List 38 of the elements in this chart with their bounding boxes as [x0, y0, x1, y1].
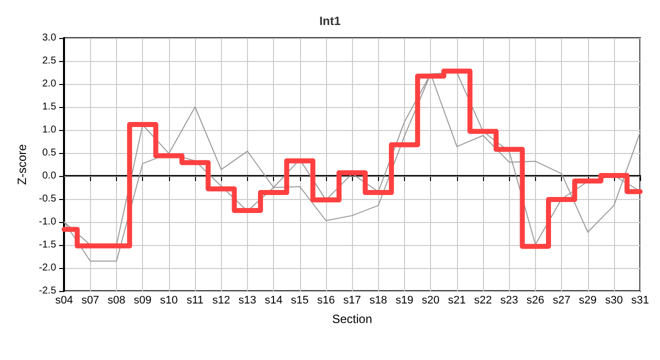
y-tick-label: -0.5	[38, 194, 57, 204]
x-tick-label: s07	[81, 294, 100, 306]
x-tick-label: s17	[343, 294, 362, 306]
y-tick-label: 0.5	[42, 148, 57, 158]
chart-title: Int1	[319, 14, 341, 28]
y-tick-label: 2.0	[42, 78, 57, 90]
x-tick-label: s15	[290, 294, 309, 306]
x-tick-label: s13	[238, 294, 256, 306]
y-tick-label: 1.5	[42, 102, 57, 112]
x-tick-label: s12	[212, 294, 230, 306]
y-tick-label: -1.0	[38, 216, 57, 228]
x-tick-label: s16	[317, 294, 335, 306]
x-tick-label: s21	[448, 294, 466, 306]
x-tick-label: s30	[605, 294, 623, 306]
y-tick-label: -2.0	[38, 262, 57, 274]
y-axis-title: Z-score	[15, 144, 29, 185]
x-tick-label: s08	[108, 294, 126, 306]
y-tick-label: 3.0	[42, 32, 57, 44]
y-tick-label: 0.0	[42, 170, 57, 182]
x-tick-label: s22	[474, 294, 492, 306]
x-tick-label: s19	[396, 294, 414, 306]
x-tick-label: s23	[500, 294, 518, 306]
x-tick-label: s11	[186, 294, 204, 306]
x-tick-label: s10	[160, 294, 178, 306]
x-tick-label: s31	[631, 294, 650, 306]
x-tick-label: s14	[264, 294, 282, 306]
y-tick-label: 2.5	[42, 56, 57, 66]
x-tick-label: s20	[422, 294, 440, 306]
x-tick-label: s27	[552, 294, 570, 306]
x-axis-title: Section	[332, 312, 372, 326]
x-tick-label: s04	[55, 294, 74, 306]
y-tick-label: -2.5	[38, 286, 57, 296]
x-tick-label: s09	[134, 294, 152, 306]
x-tick-label: s29	[578, 294, 597, 306]
x-tick-label: s26	[526, 294, 544, 306]
y-tick-label: 1.0	[42, 124, 57, 136]
y-tick-label: -1.5	[38, 240, 57, 250]
x-tick-label: s18	[369, 294, 388, 306]
